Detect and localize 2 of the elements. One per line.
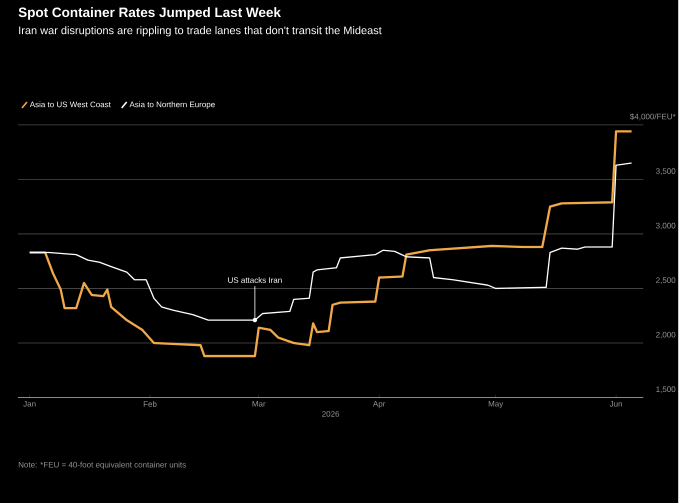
chart-title: Spot Container Rates Jumped Last Week [18, 6, 281, 20]
chart-subtitle: Iran war disruptions are rippling to trade lanes that don't transit the Mideast [19, 26, 382, 36]
